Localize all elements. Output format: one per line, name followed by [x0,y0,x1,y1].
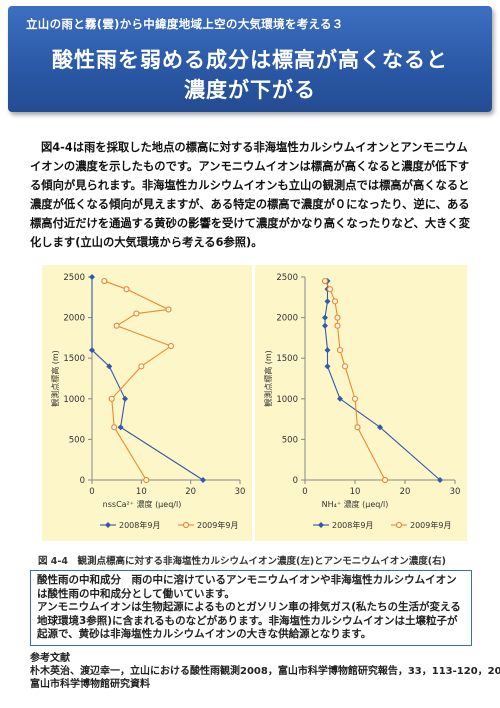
series-line [324,281,441,481]
data-point [381,476,389,484]
figure-caption: 図 4-4 観測点標高に対する非海塩性カルシウムイオン濃度(左)とアンモニウムイ… [38,556,446,567]
note-paragraph: 酸性雨の中和成分 雨の中に溶けているアンモニウムイオンや非海塩性カルシウムイオン… [37,574,465,601]
data-point [336,346,344,354]
data-point [377,424,383,431]
data-point [334,314,341,321]
legend-label: 2008年9月 [119,520,160,530]
x-tick-label: 0 [89,487,94,497]
data-point [322,322,328,329]
x-tick-label: 30 [450,487,461,497]
y-tick-label: 1500 [63,354,85,364]
y-tick-label: 2000 [276,314,298,324]
series-line [324,280,386,481]
chart-background [255,265,467,541]
data-point [165,306,172,313]
data-point [324,363,331,370]
data-point [113,322,120,329]
x-tick-label: 20 [185,487,196,497]
reference-item: 富山市科学博物館研究資料 [30,679,150,690]
references: 参考文献 朴木英治、渡辺幸一，立山における酸性雨観測2008，富山市科学博物館研… [30,652,500,691]
y-tick-label: 1500 [276,354,298,364]
series-line [91,277,204,481]
header-banner: 立山の雨と霧(雲)から中緯度地域上空の大気環境を考える３ 酸性雨を弱める成分は標… [8,6,492,112]
note-heading: 酸性雨の中和成分 [37,574,121,586]
data-point [337,395,343,402]
legend-marker [318,522,324,528]
x-tick-label: 10 [136,487,147,497]
x-axis-label: NH₄⁺ 濃度 (μeq/l) [322,499,389,509]
x-tick-label: 10 [350,487,361,497]
note-paragraph: アンモニウムイオンは生物起源によるものとガソリン車の排気ガス(私たちの生活が変え… [37,601,461,640]
data-point [143,476,150,484]
data-point [321,277,329,285]
y-tick-label: 2000 [63,314,85,324]
data-point [331,298,339,305]
y-tick-label: 0 [80,476,85,486]
x-tick-label: 20 [400,487,411,497]
body-paragraph: 図4-4は雨を採取した地点の標高に対する非海塩性カルシウムイオンとアンモニウムイ… [30,141,471,249]
legend-marker [395,521,403,529]
y-tick-label: 0 [293,476,298,486]
data-point [351,395,359,402]
data-point [101,277,108,285]
note-text: 雨の中に溶けているアンモニウムイオンや非海塩性カルシウムイオンは酸性雨の中和成分… [37,574,457,600]
data-point [89,347,95,354]
reference-item: 朴木英治、渡辺幸一，立山における酸性雨観測2008，富山市科学博物館研究報告，3… [30,666,500,677]
data-point [324,347,331,354]
x-tick-label: 0 [302,487,307,497]
data-point [341,363,349,370]
x-axis-label: nssCa²⁺ 濃度 (μeq/l) [103,499,182,509]
data-point [138,363,145,370]
y-tick-label: 500 [282,435,298,445]
data-point [106,363,113,370]
note-box: 酸性雨の中和成分 雨の中に溶けているアンモニウムイオンや非海塩性カルシウムイオン… [30,570,472,646]
data-point [122,395,129,402]
x-tick-label: 30 [235,487,246,497]
legend-marker [105,522,111,528]
header-subtitle: 立山の雨と霧(雲)から中緯度地域上空の大気環境を考える３ [26,17,344,31]
y-tick-label: 1000 [276,395,298,405]
data-point [117,424,124,431]
series-line [104,280,173,481]
data-point [334,322,341,329]
data-point [111,424,118,431]
header-title: 酸性雨を弱める成分は標高が高くなると [52,48,448,72]
data-point [437,477,443,483]
data-point [326,286,334,293]
data-point [354,424,361,431]
legend-marker [182,521,190,529]
data-point [89,274,95,280]
y-tick-label: 2500 [63,273,85,283]
y-axis-label: 観測点標高 (m) [263,350,273,407]
chart-background [42,265,252,541]
data-point [123,286,130,293]
data-point [200,477,206,483]
legend-label: 2009年9月 [410,520,451,530]
y-axis-label: 観測点標高 (m) [50,350,60,407]
legend-label: 2009年9月 [197,520,238,530]
data-point [324,298,331,305]
data-point [133,310,140,317]
data-point [322,314,328,321]
legend-label: 2008年9月 [332,520,373,530]
y-tick-label: 2500 [276,273,298,283]
header-title: 濃度が下がる [184,78,316,102]
data-point [167,342,175,350]
data-point [108,395,115,402]
y-tick-label: 500 [69,435,85,445]
references-heading: 参考文献 [30,653,70,664]
y-tick-label: 1000 [63,395,85,405]
